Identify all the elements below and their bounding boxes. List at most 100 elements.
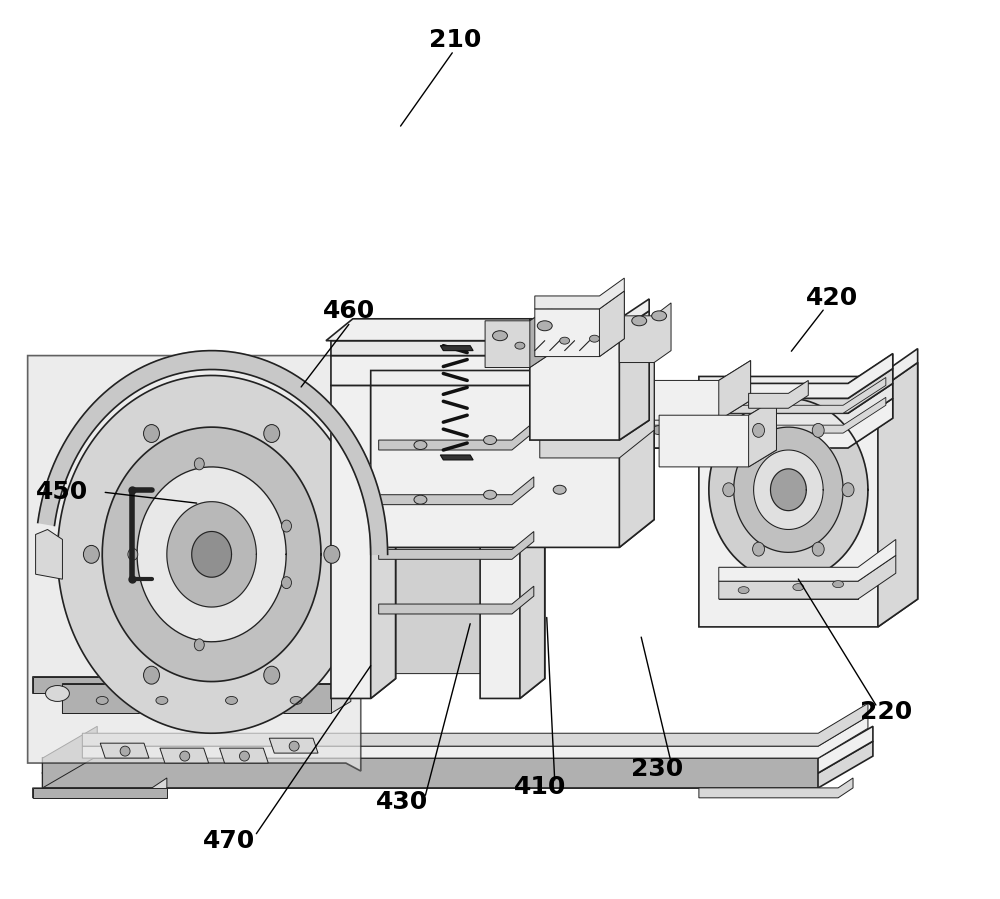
Ellipse shape [842,483,854,497]
Ellipse shape [553,485,566,494]
Polygon shape [43,758,818,788]
Ellipse shape [812,542,824,556]
Polygon shape [371,353,893,398]
Polygon shape [599,291,624,357]
Polygon shape [33,677,157,693]
Polygon shape [480,366,545,699]
Polygon shape [719,539,896,581]
Polygon shape [82,717,868,758]
Ellipse shape [537,321,552,331]
Polygon shape [530,299,649,331]
Ellipse shape [290,697,302,705]
Polygon shape [376,378,886,414]
Ellipse shape [226,697,237,705]
Polygon shape [38,351,388,555]
Polygon shape [371,343,654,386]
Polygon shape [719,567,858,599]
Ellipse shape [484,490,497,499]
Polygon shape [535,278,624,309]
Polygon shape [699,778,853,797]
Ellipse shape [264,424,280,442]
Polygon shape [371,366,396,699]
Ellipse shape [563,431,577,440]
Ellipse shape [128,548,138,560]
Ellipse shape [560,337,570,344]
Polygon shape [376,397,886,433]
Polygon shape [43,726,873,773]
Polygon shape [644,360,751,420]
Polygon shape [485,309,548,368]
Ellipse shape [414,441,427,450]
Ellipse shape [156,697,168,705]
Polygon shape [331,335,545,386]
Polygon shape [734,427,843,552]
Ellipse shape [289,741,299,752]
Polygon shape [878,362,918,627]
Ellipse shape [833,581,844,588]
Polygon shape [440,345,473,351]
Ellipse shape [742,421,756,430]
Polygon shape [57,376,366,734]
Polygon shape [530,311,649,440]
Polygon shape [619,303,671,362]
Ellipse shape [812,423,824,437]
Polygon shape [331,321,545,356]
Polygon shape [659,398,776,467]
Polygon shape [269,738,318,753]
Polygon shape [62,687,351,714]
Ellipse shape [144,424,159,442]
Polygon shape [535,291,624,357]
Polygon shape [192,531,232,577]
Polygon shape [540,345,654,386]
Polygon shape [62,683,331,714]
Polygon shape [619,359,654,547]
Polygon shape [33,667,167,693]
Polygon shape [709,398,868,581]
Polygon shape [619,311,649,440]
Polygon shape [848,353,893,448]
Text: 220: 220 [860,700,912,725]
Ellipse shape [473,436,487,444]
Ellipse shape [239,752,249,761]
Polygon shape [43,741,873,788]
Polygon shape [719,360,751,420]
Text: 470: 470 [203,829,256,853]
Ellipse shape [414,495,427,504]
Ellipse shape [96,697,108,705]
Ellipse shape [194,458,204,470]
Ellipse shape [590,335,599,343]
Text: 210: 210 [429,28,481,52]
Ellipse shape [282,521,291,532]
Polygon shape [520,335,545,360]
Polygon shape [379,476,534,504]
Ellipse shape [652,311,667,321]
Ellipse shape [723,483,735,497]
Text: 420: 420 [806,286,858,309]
Polygon shape [371,383,848,448]
Polygon shape [167,502,256,607]
Ellipse shape [264,666,280,684]
Polygon shape [100,743,149,758]
Ellipse shape [282,576,291,589]
Polygon shape [331,366,396,699]
Polygon shape [376,372,538,673]
Ellipse shape [738,587,749,593]
Text: 430: 430 [376,790,429,814]
Polygon shape [102,427,321,681]
Polygon shape [540,359,654,458]
Polygon shape [371,369,893,414]
Polygon shape [749,398,776,467]
Polygon shape [770,469,806,511]
Polygon shape [33,778,167,797]
Ellipse shape [753,423,765,437]
Ellipse shape [753,542,765,556]
Ellipse shape [632,316,647,325]
Ellipse shape [515,343,525,349]
Polygon shape [82,703,868,746]
Ellipse shape [120,746,130,756]
Ellipse shape [46,686,69,701]
Polygon shape [525,306,552,341]
Polygon shape [160,748,209,763]
Ellipse shape [493,331,507,341]
Ellipse shape [194,639,204,651]
